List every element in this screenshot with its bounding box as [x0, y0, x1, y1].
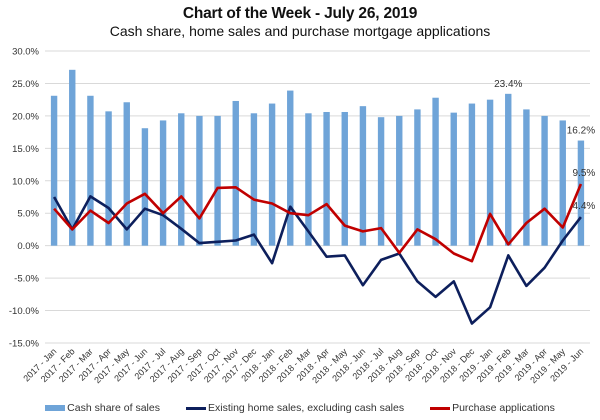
- y-tick-label: 5.0%: [17, 209, 39, 220]
- bar: [450, 112, 457, 246]
- bar: [305, 113, 312, 246]
- legend-item-cash-share: Cash share of sales: [45, 402, 160, 414]
- chart-title: Chart of the Week - July 26, 2019: [182, 5, 418, 22]
- bar: [541, 115, 548, 246]
- bar: [159, 120, 167, 246]
- bar: [141, 128, 149, 246]
- bar: [559, 120, 566, 246]
- bar: [377, 117, 385, 246]
- y-tick-label: 30.0%: [12, 47, 39, 58]
- legend-swatch-line: [430, 406, 451, 410]
- bar: [250, 113, 258, 246]
- bar: [505, 93, 512, 246]
- line-purchase-applications: [53, 183, 583, 263]
- bar: [50, 95, 58, 246]
- chart-subtitle: Cash share, home sales and purchase mort…: [109, 23, 491, 39]
- bar: [432, 97, 439, 246]
- legend-swatch-bar: [45, 405, 66, 411]
- bar-series: [50, 69, 585, 246]
- data-label: 9.5%: [573, 168, 596, 179]
- bar: [359, 106, 367, 246]
- y-tick-label: 0.0%: [17, 241, 39, 252]
- bar: [523, 109, 530, 246]
- legend-item-purchase-applications: Purchase applications: [430, 402, 555, 414]
- bar: [414, 109, 421, 246]
- legend: Cash share of sales Existing home sales,…: [0, 402, 600, 414]
- bar: [69, 69, 76, 246]
- legend-label: Existing home sales, excluding cash sale…: [207, 402, 405, 414]
- bar: [123, 102, 130, 246]
- legend-label: Cash share of sales: [67, 402, 160, 414]
- line-existing-home-sales: [52, 195, 582, 325]
- legend-swatch-line: [185, 406, 206, 410]
- bar: [323, 111, 330, 246]
- data-label: 23.4%: [494, 79, 522, 90]
- bar: [268, 103, 276, 246]
- y-tick-label: 25.0%: [12, 79, 39, 90]
- y-axis-labels: 30.0% 25.0% 20.0% 15.0% 10.0% 5.0% 0.0% -5.0% -1…: [9, 47, 40, 350]
- bar: [577, 140, 585, 246]
- bar: [287, 90, 294, 246]
- y-tick-label: -15.0%: [9, 339, 40, 350]
- bar: [196, 115, 203, 246]
- y-tick-label: -5.0%: [14, 274, 39, 285]
- y-tick-label: 15.0%: [12, 144, 39, 155]
- bar: [105, 111, 112, 246]
- bar: [87, 95, 94, 246]
- data-labels: 23.4% 16.2% 9.5% 4.4%: [494, 79, 595, 212]
- y-tick-label: -10.0%: [9, 306, 40, 317]
- bar: [396, 115, 403, 246]
- bar: [486, 99, 494, 246]
- y-tick-label: 20.0%: [12, 111, 39, 122]
- bar: [178, 113, 185, 246]
- legend-label: Purchase applications: [452, 402, 555, 414]
- data-label: 4.4%: [573, 201, 596, 212]
- legend-item-existing-home-sales: Existing home sales, excluding cash sale…: [185, 402, 405, 414]
- bar: [232, 100, 239, 246]
- data-label: 16.2%: [567, 126, 595, 137]
- bar: [214, 115, 221, 246]
- y-tick-label: 10.0%: [12, 176, 39, 187]
- bar: [341, 111, 348, 246]
- line-series: [52, 183, 583, 325]
- bar: [468, 103, 476, 246]
